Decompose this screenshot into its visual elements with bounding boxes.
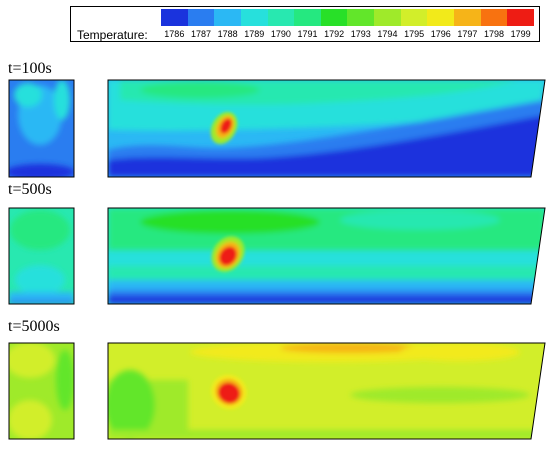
- legend-value-label: 1790: [270, 29, 291, 39]
- legend-swatch: [214, 9, 241, 26]
- side-view-100s: [9, 80, 74, 177]
- legend-swatch: [427, 9, 455, 26]
- legend-color-bar: [161, 9, 534, 26]
- longitudinal-frame-5000s: [107, 342, 546, 440]
- legend-value-label: 1787: [190, 29, 211, 39]
- legend-swatch: [161, 9, 188, 26]
- legend-value-label: 1798: [483, 29, 505, 39]
- side-view-5000s: [9, 343, 74, 439]
- time-label-5000s: t=5000s: [8, 318, 60, 335]
- legend-swatch: [240, 9, 268, 26]
- time-label-500s: t=500s: [8, 181, 52, 198]
- longitudinal-view-100s: [108, 80, 545, 177]
- legend-swatch: [400, 9, 428, 26]
- longitudinal-view-500s: [108, 208, 545, 304]
- side-view-500s: [9, 208, 74, 304]
- legend-value-label: 1794: [377, 29, 398, 39]
- legend-title: Temperature:: [77, 28, 148, 42]
- legend-value-label: 1796: [430, 29, 451, 39]
- legend-swatch: [320, 9, 348, 26]
- legend-swatch: [267, 9, 295, 26]
- legend-value-label: 1799: [510, 29, 531, 39]
- legend-value-label: 1786: [164, 29, 185, 39]
- longitudinal-frame-500s: [107, 207, 546, 305]
- legend-value-label: 1788: [217, 29, 238, 39]
- side-view-frame-500s: [8, 207, 75, 305]
- legend-swatch: [347, 9, 375, 26]
- legend-swatch: [507, 9, 534, 26]
- temperature-legend: Temperature: 1786 1787 1788 1789 1790 1791 179…: [70, 6, 540, 42]
- legend-value-label: 1797: [457, 29, 478, 39]
- legend-value-label: 1795: [404, 29, 425, 39]
- legend-value-label: 1791: [297, 29, 318, 39]
- legend-value-label: 1789: [244, 29, 265, 39]
- time-label-100s: t=100s: [8, 60, 52, 77]
- side-view-frame-5000s: [8, 342, 75, 440]
- legend-swatch: [294, 9, 321, 26]
- legend-value-label: 1792: [324, 29, 345, 39]
- legend-value-labels: 1786 1787 1788 1789 1790 1791 1792 1793 1794 1795…: [161, 29, 534, 41]
- legend-swatch: [374, 9, 401, 26]
- legend-swatch: [480, 9, 508, 26]
- legend-swatch: [187, 9, 215, 26]
- side-view-frame-100s: [8, 79, 75, 178]
- longitudinal-frame-100s: [107, 79, 546, 178]
- legend-value-label: 1793: [350, 29, 371, 39]
- legend-swatch: [454, 9, 481, 26]
- longitudinal-view-5000s: [108, 343, 545, 439]
